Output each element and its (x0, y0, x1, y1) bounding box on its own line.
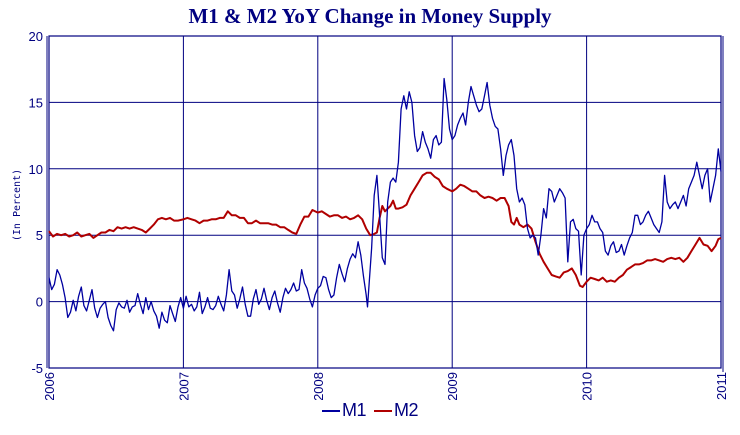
gridlines (48, 35, 722, 369)
x-axis-ticks: 2006 2007 2008 2009 2010 2011 (42, 372, 729, 400)
series-line-m1 (48, 77, 722, 332)
legend-swatch-m1-icon (321, 409, 340, 412)
legend-label: M1 (341, 400, 367, 420)
legend-label: M2 (394, 400, 419, 420)
series-line-m2 (48, 171, 722, 288)
y-tick-label: 15 (29, 95, 43, 110)
legend-item-m2: M2 (374, 400, 419, 421)
x-tick-label: 2010 (580, 372, 595, 400)
y-axis-ticks: 20 15 10 5 0 -5 (29, 29, 43, 376)
legend-swatch-m2-icon (374, 409, 392, 412)
y-tick-label: 20 (29, 29, 43, 44)
chart-plot: 20 15 10 5 0 -5 2006 2007 2008 2009 2010 2011 (In … (12, 29, 729, 400)
y-tick-label: 5 (36, 228, 43, 243)
plot-frame (48, 35, 722, 369)
x-tick-label: 2006 (42, 372, 57, 400)
x-tick-label: 2007 (176, 372, 191, 400)
data-series (48, 77, 722, 332)
y-tick-label: 0 (36, 295, 43, 310)
x-tick-label: 2009 (445, 372, 460, 400)
y-tick-label: 10 (29, 162, 43, 177)
legend-item-m1: M1 (321, 400, 367, 421)
y-axis-label: (In Percent) (12, 169, 23, 241)
chart-title: M1 & M2 YoY Change in Money Supply (188, 4, 552, 28)
x-tick-label: 2011 (714, 372, 729, 400)
axes (46, 35, 724, 372)
legend: M1 M2 (0, 400, 740, 421)
x-tick-label: 2008 (311, 372, 326, 400)
y-tick-label: -5 (31, 361, 43, 376)
